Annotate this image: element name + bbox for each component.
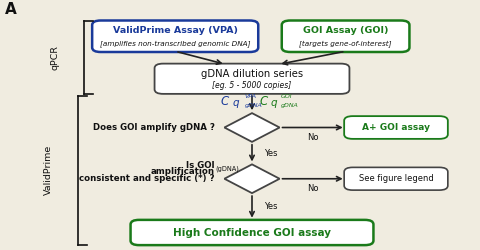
Text: gDNA: gDNA bbox=[244, 103, 262, 108]
Text: $\mathit{C}$: $\mathit{C}$ bbox=[220, 95, 230, 108]
Text: $\mathit{C}$: $\mathit{C}$ bbox=[259, 95, 269, 108]
FancyBboxPatch shape bbox=[155, 64, 349, 94]
Text: [eg. 5 - 5000 copies]: [eg. 5 - 5000 copies] bbox=[212, 80, 292, 90]
Text: VPA: VPA bbox=[244, 94, 256, 99]
Text: qPCR: qPCR bbox=[51, 45, 60, 70]
Text: No: No bbox=[307, 184, 318, 193]
Polygon shape bbox=[225, 113, 279, 142]
Text: Does GOI amplify gDNA ?: Does GOI amplify gDNA ? bbox=[93, 123, 215, 132]
Text: [amplifies non-transcribed genomic DNA]: [amplifies non-transcribed genomic DNA] bbox=[100, 40, 251, 47]
Text: Yes: Yes bbox=[264, 202, 277, 211]
FancyBboxPatch shape bbox=[344, 116, 448, 139]
Text: consistent and specific (*) ?: consistent and specific (*) ? bbox=[79, 174, 215, 183]
Text: Yes: Yes bbox=[264, 148, 277, 158]
Text: No: No bbox=[307, 133, 318, 142]
Text: A+ GOI assay: A+ GOI assay bbox=[362, 123, 430, 132]
FancyBboxPatch shape bbox=[282, 20, 409, 52]
Text: (gDNA): (gDNA) bbox=[215, 165, 239, 172]
Polygon shape bbox=[225, 164, 279, 193]
FancyBboxPatch shape bbox=[92, 20, 258, 52]
Text: [targets gene-of-interest]: [targets gene-of-interest] bbox=[300, 40, 392, 47]
Text: gDNA: gDNA bbox=[281, 103, 299, 108]
Text: amplification: amplification bbox=[151, 167, 215, 176]
Text: GOI: GOI bbox=[281, 94, 292, 99]
Text: See figure legend: See figure legend bbox=[359, 174, 433, 183]
Text: ValidPrime: ValidPrime bbox=[44, 145, 52, 195]
Text: Is GOI: Is GOI bbox=[186, 161, 215, 170]
Text: $q$: $q$ bbox=[270, 98, 278, 110]
Text: A: A bbox=[5, 2, 16, 18]
Text: ValidPrime Assay (VPA): ValidPrime Assay (VPA) bbox=[113, 26, 238, 35]
FancyBboxPatch shape bbox=[131, 220, 373, 245]
Text: gDNA dilution series: gDNA dilution series bbox=[201, 69, 303, 79]
Text: $q$: $q$ bbox=[232, 98, 240, 110]
Text: GOI Assay (GOI): GOI Assay (GOI) bbox=[303, 26, 388, 35]
Text: High Confidence GOI assay: High Confidence GOI assay bbox=[173, 228, 331, 237]
FancyBboxPatch shape bbox=[344, 168, 448, 190]
